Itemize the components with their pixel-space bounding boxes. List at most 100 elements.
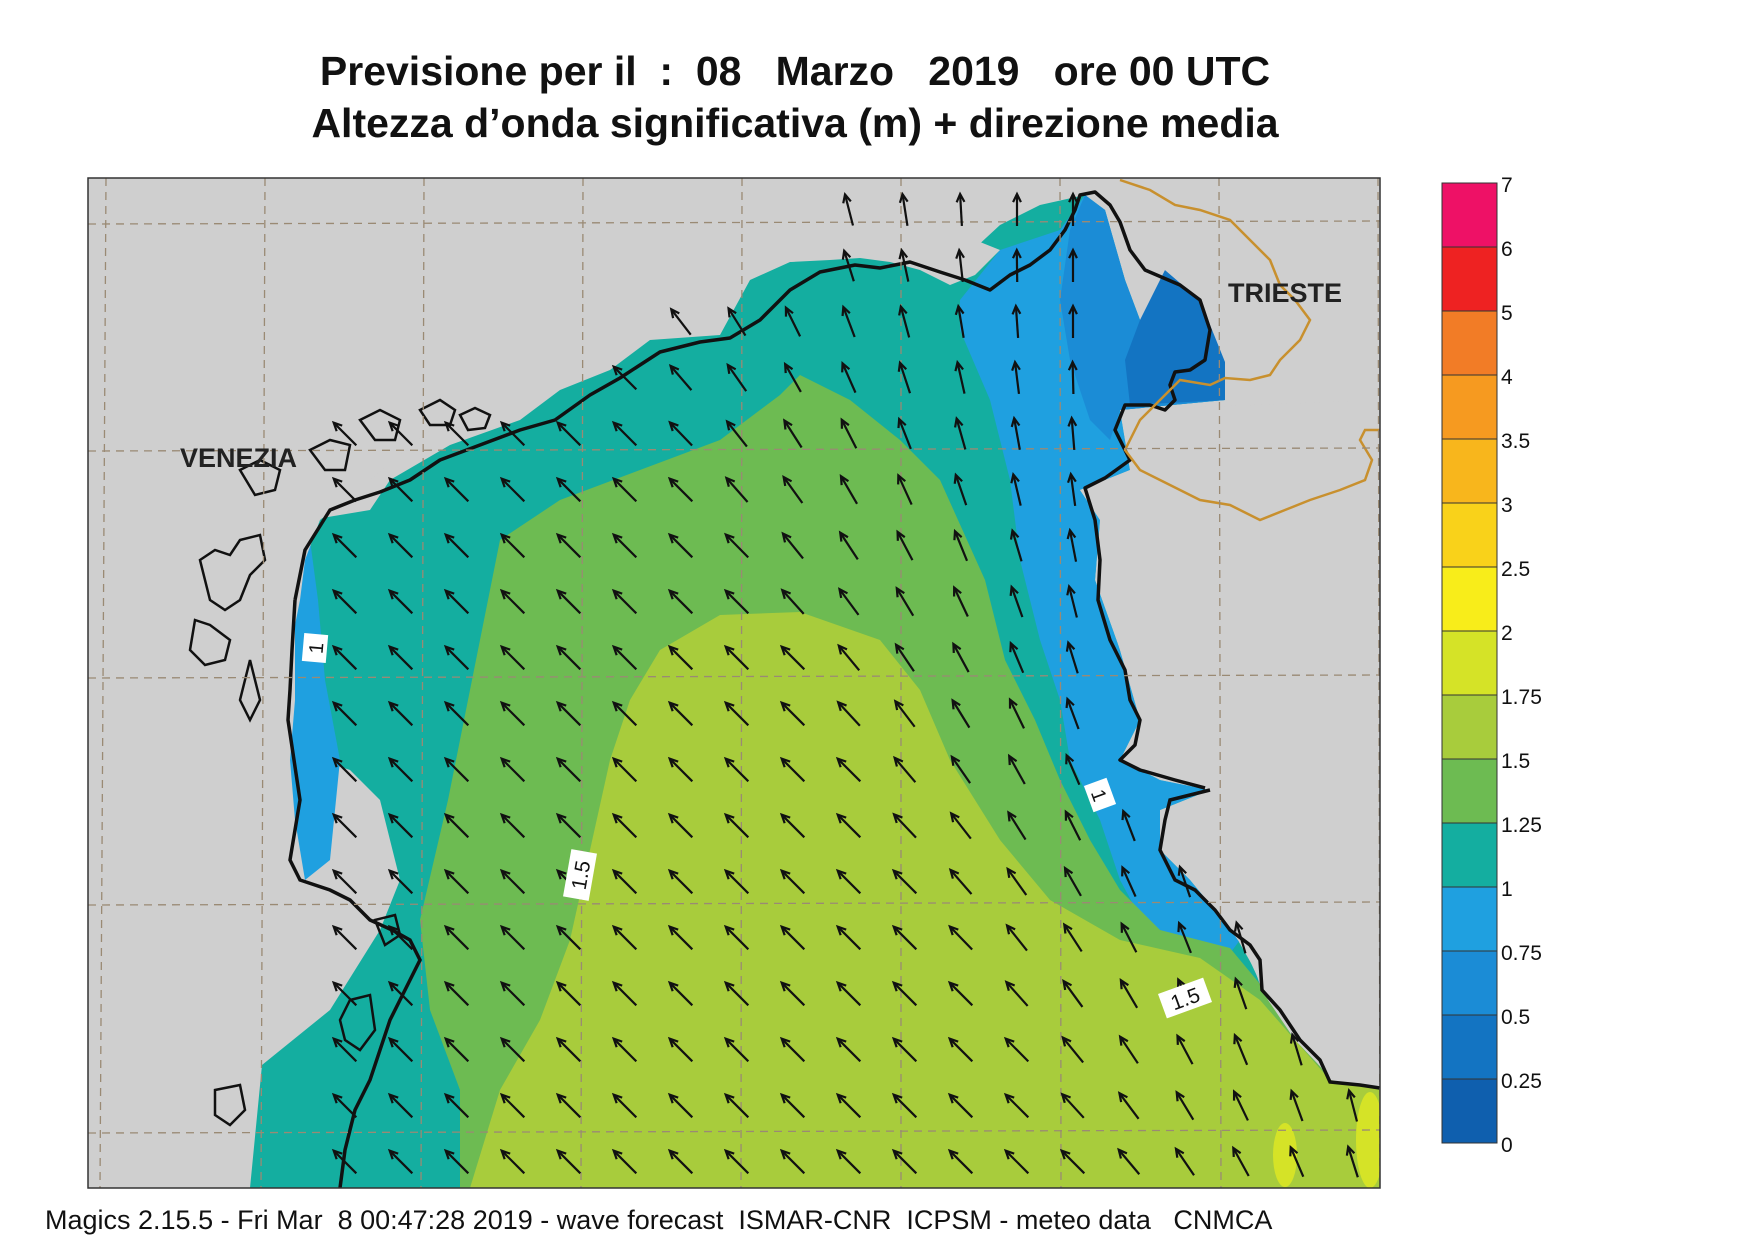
contour-label: 1 [301, 633, 328, 663]
wave-arrow [612, 813, 638, 839]
wave-arrow-head [954, 359, 964, 372]
legend-label: 1.25 [1501, 814, 1542, 837]
wave-arrow-head [667, 1092, 679, 1104]
wave-arrow-head [667, 476, 679, 488]
legend-swatch [1441, 374, 1498, 440]
wave-arrow [1120, 923, 1138, 953]
legend-label: 4 [1501, 366, 1513, 389]
legend-swatch [1441, 758, 1498, 824]
wave-arrow [444, 813, 470, 839]
wave-arrow [332, 925, 358, 951]
wave-arrow-head [443, 532, 455, 544]
wave-arrow [388, 701, 414, 727]
wave-arrow [1117, 1149, 1141, 1175]
wave-arrow [444, 981, 470, 1007]
wave-arrow-head [1068, 191, 1078, 203]
wave-arrow [556, 757, 582, 783]
wave-arrow-head [1008, 697, 1018, 709]
wave-arrow [1067, 642, 1079, 674]
wave-arrow [332, 645, 358, 671]
wave-arrow-head [835, 980, 847, 992]
wave-arrow [612, 645, 638, 671]
wave-arrow-head [1067, 471, 1077, 484]
wave-arrow [668, 533, 694, 559]
wave-arrow-head [387, 420, 399, 432]
wave-arrow-head [891, 1148, 903, 1160]
wave-arrow-head [840, 417, 850, 429]
wave-arrow [1009, 642, 1025, 674]
wave-arrow [957, 306, 965, 338]
wave-arrow [1066, 698, 1080, 730]
wave-arrow-head [331, 812, 343, 824]
wave-arrow [612, 869, 638, 895]
wave-arrow [724, 533, 750, 559]
wave-arrow [780, 757, 806, 783]
svg-text:1.5: 1.5 [568, 859, 596, 892]
wave-arrow [898, 362, 912, 394]
wave-arrow-head [611, 1036, 623, 1048]
wave-arrow [1234, 978, 1248, 1010]
wave-arrow [500, 477, 526, 503]
wave-arrow-head [947, 1092, 959, 1104]
wave-arrow [1065, 754, 1081, 786]
wave-arrow [612, 365, 638, 391]
wave-arrow [724, 645, 750, 671]
wave-arrow-head [331, 756, 343, 768]
wave-arrow [388, 757, 414, 783]
wave-arrow [500, 813, 526, 839]
wave-arrow-head [499, 476, 511, 488]
wave-arrow-head [779, 1036, 791, 1048]
wave-arrow [780, 645, 806, 671]
wave-arrow-head [667, 644, 679, 656]
wave-arrow-head [1346, 1088, 1356, 1100]
wave-arrow [1068, 530, 1078, 562]
wave-arrow-head [893, 699, 904, 711]
wave-arrow-head [611, 756, 623, 768]
wave-arrow-head [1011, 247, 1022, 259]
wave-arrow [668, 589, 694, 615]
wave-arrow-head [1062, 922, 1073, 934]
wave-arrow-head [1233, 976, 1243, 988]
wave-arrow [670, 308, 692, 336]
wave-arrow-head [898, 191, 909, 204]
wave-arrow-head [555, 924, 567, 936]
wave-arrow-head [779, 700, 791, 712]
wave-arrow-head [499, 1092, 511, 1104]
wave-arrow-head [331, 700, 343, 712]
wave-arrow [388, 1149, 414, 1175]
wave-arrow [724, 589, 750, 615]
sea-band-yellow-green [470, 612, 1380, 1188]
wave-arrow-head [948, 868, 960, 879]
wave-arrow [893, 813, 917, 839]
wave-arrow-head [499, 1036, 511, 1048]
wave-arrow [500, 925, 526, 951]
wave-arrow-head [387, 1036, 399, 1048]
wave-arrow-head [611, 1092, 623, 1104]
wave-arrow-head [723, 1036, 735, 1048]
wave-arrow-head [387, 476, 399, 488]
wave-arrow-head [499, 588, 511, 600]
wave-arrow [1290, 1090, 1304, 1122]
wave-arrow [780, 1149, 806, 1175]
wave-arrow [837, 644, 861, 672]
wave-arrow [836, 925, 862, 951]
wave-arrow [892, 925, 918, 951]
wave-arrow-head [611, 1148, 623, 1160]
wave-arrow [500, 701, 526, 727]
wave-arrow-head [835, 1036, 847, 1048]
wave-arrow [612, 533, 638, 559]
wave-arrow-head [331, 868, 343, 880]
wave-arrow-head [1177, 920, 1187, 933]
wave-arrow-head [949, 811, 960, 823]
wave-arrow [556, 813, 582, 839]
wave-arrow-head [555, 700, 567, 712]
wave-arrow [958, 249, 964, 283]
wave-arrow [444, 421, 470, 447]
wave-arrow-head [779, 644, 791, 656]
legend-label: 2.5 [1501, 558, 1530, 581]
wave-arrow-head [891, 980, 903, 992]
title-line-1: Previsione per il : 08 Marzo 2019 ore 00… [319, 48, 1271, 94]
wave-arrow-head [387, 868, 399, 880]
wave-arrow [332, 1149, 358, 1175]
